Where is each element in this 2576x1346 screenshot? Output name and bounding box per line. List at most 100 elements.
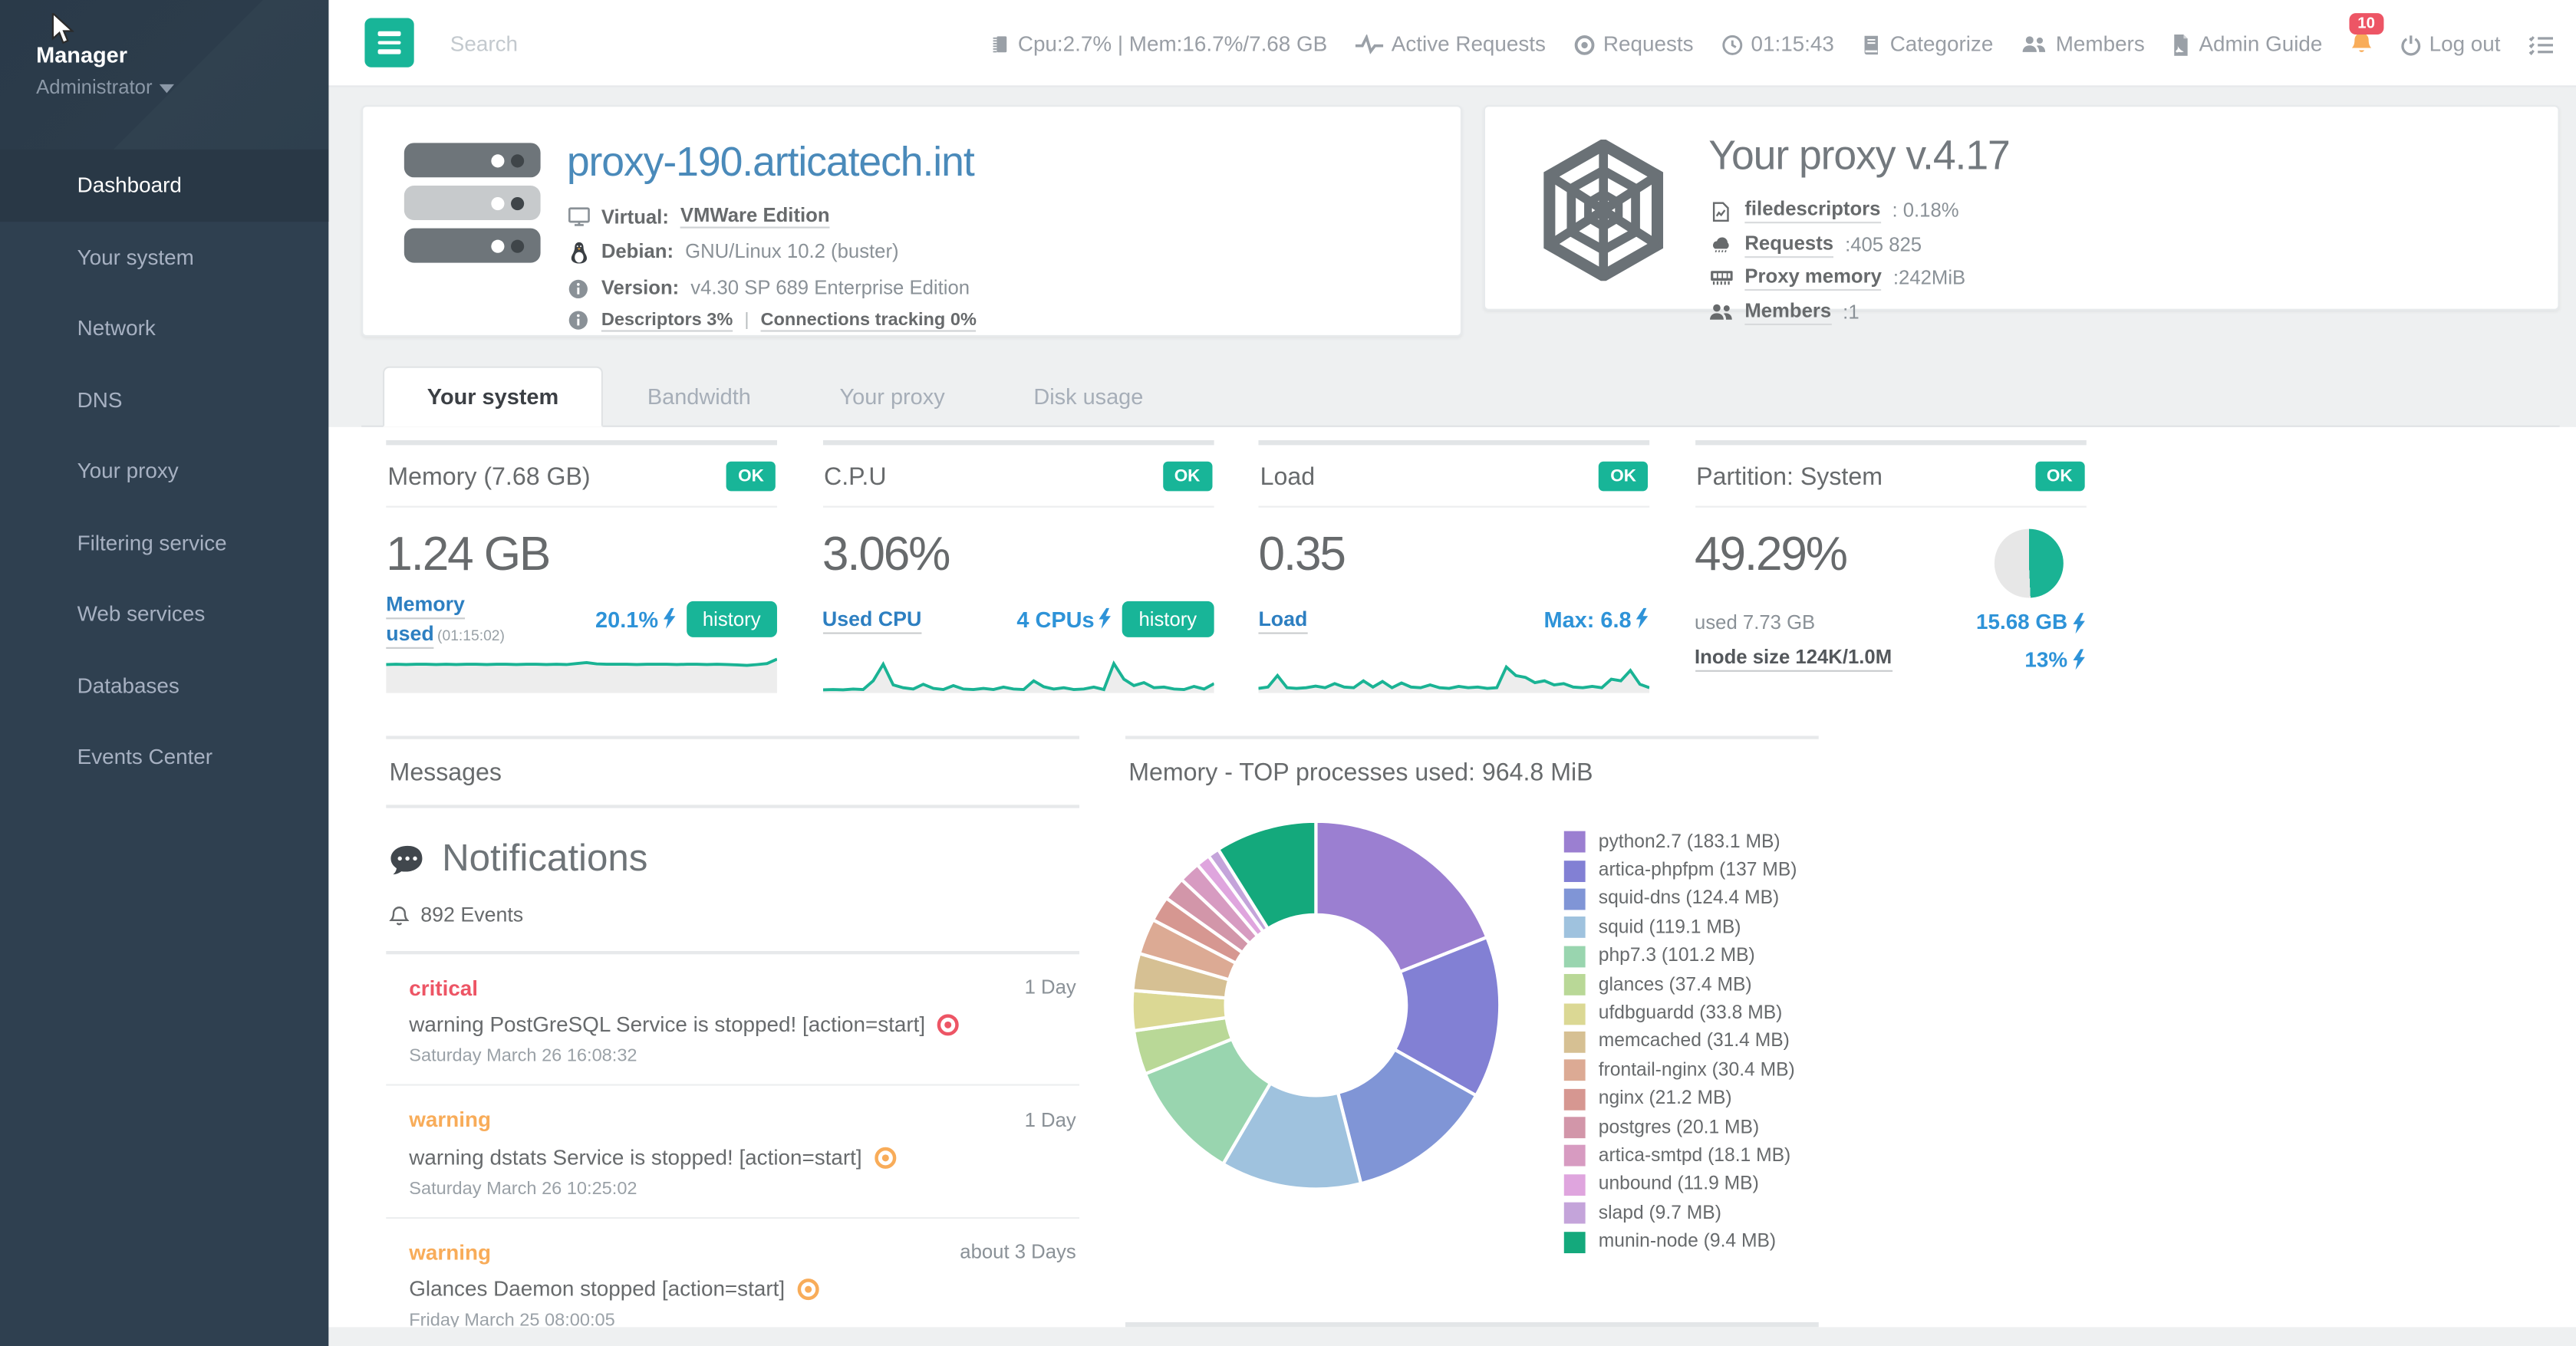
link-divider: | xyxy=(744,311,749,331)
cpu-chip-icon xyxy=(990,30,1010,55)
view-event-icon[interactable] xyxy=(937,1012,960,1037)
legend-item: nginx (21.2 MB) xyxy=(1563,1085,1797,1114)
sidebar-nav: Dashboard Your system Network DNS Your proxy… xyxy=(0,149,329,792)
notification-item: warning about 3 Days Glances Daemon stoppe… xyxy=(386,1219,1079,1328)
legend-swatch xyxy=(1563,1203,1586,1225)
sidebar-item-dashboard[interactable]: Dashboard xyxy=(0,149,329,222)
legend-swatch xyxy=(1563,1002,1586,1025)
topbar-item-notifications[interactable]: 10 xyxy=(2349,13,2383,55)
donut-slice[interactable] xyxy=(1336,1047,1479,1186)
search-input[interactable] xyxy=(446,28,825,57)
sidebar-item-filtering-service[interactable]: Filtering service xyxy=(0,507,328,578)
tab-your-system[interactable]: Your system xyxy=(382,366,604,427)
legend-item: postgres (20.1 MB) xyxy=(1563,1114,1797,1142)
memory-top-title: Memory - TOP processes used: 964.8 MiB xyxy=(1125,736,1819,805)
clock-icon xyxy=(1721,31,1743,55)
legend-label: munin-node (9.4 MB) xyxy=(1598,1232,1777,1252)
legend-swatch xyxy=(1563,860,1586,882)
proxy-version-title: Your proxy v.4.17 xyxy=(1708,133,2011,179)
topbar-item-requests[interactable]: Requests xyxy=(1573,31,1694,55)
memory-history-button[interactable]: history xyxy=(686,601,777,637)
sidebar-item-dns[interactable]: DNS xyxy=(0,364,328,435)
target-icon xyxy=(1573,31,1595,55)
sidebar-item-network[interactable]: Network xyxy=(0,292,328,364)
legend-swatch xyxy=(1563,1173,1586,1196)
requests-value: :405 825 xyxy=(1845,232,1922,256)
load-status-badge: OK xyxy=(1599,461,1649,492)
virtual-edition-link[interactable]: VMWare Edition xyxy=(680,204,830,229)
users-icon xyxy=(2021,31,2047,55)
sidebar-item-web-services[interactable]: Web services xyxy=(0,578,328,650)
connections-tracking-link[interactable]: Connections tracking 0% xyxy=(760,310,977,332)
topbar-item-system-stats[interactable]: Cpu:2.7% | Mem:16.7%/7.68 GB xyxy=(990,30,1327,55)
requests-link[interactable]: Requests xyxy=(1744,231,1834,258)
sidebar-item-databases[interactable]: Databases xyxy=(0,650,328,721)
proxy-info-card: Your proxy v.4.17 filedescriptors : 0.18… xyxy=(1483,105,2560,324)
legend-item: php7.3 (101.2 MB) xyxy=(1563,942,1797,970)
user-name: Manager xyxy=(36,42,128,67)
load-link-wrap: Load xyxy=(1258,604,1308,634)
load-link[interactable]: Load xyxy=(1258,607,1308,634)
hostname-link[interactable]: proxy-190.articatech.int xyxy=(566,140,975,186)
topbar-item-members[interactable]: Members xyxy=(2021,31,2145,55)
topbar-item-task-list[interactable] xyxy=(2528,31,2554,55)
sidebar-item-label: Your proxy xyxy=(77,459,179,484)
memory-widget: Memory (7.68 GB) OK 1.24 GB Memory used(… xyxy=(386,439,777,693)
notification-level: critical xyxy=(409,975,479,1000)
menu-toggle-button[interactable] xyxy=(364,18,414,67)
cpu-history-button[interactable]: history xyxy=(1122,601,1214,637)
version-label: Version: xyxy=(601,275,680,299)
notification-list: critical 1 Day warning PostGreSQL Service … xyxy=(386,950,1080,1328)
notification-count-badge: 10 xyxy=(2349,13,2383,35)
load-widget: Load OK 0.35 Load Max: 6.8 xyxy=(1258,439,1650,693)
tab-bandwidth[interactable]: Bandwidth xyxy=(647,384,751,410)
topbar-item-admin-guide[interactable]: Admin Guide xyxy=(2172,31,2322,55)
sidebar-item-your-system[interactable]: Your system xyxy=(0,221,328,292)
notification-age: about 3 Days xyxy=(960,1240,1076,1264)
descriptors-link[interactable]: Descriptors 3% xyxy=(601,310,733,332)
sidebar-item-your-proxy[interactable]: Your proxy xyxy=(0,436,328,507)
filedescriptors-link[interactable]: filedescriptors xyxy=(1744,197,1881,224)
user-role-dropdown[interactable]: Administrator xyxy=(36,76,328,98)
topbar-item-clock[interactable]: 01:15:43 xyxy=(1721,31,1834,55)
monitor-icon xyxy=(567,205,590,228)
tab-your-proxy[interactable]: Your proxy xyxy=(839,384,945,410)
debian-value: GNU/Linux 10.2 (buster) xyxy=(685,240,899,264)
topbar-item-categorize[interactable]: Categorize xyxy=(1862,31,1993,55)
legend-label: squid (119.1 MB) xyxy=(1598,917,1741,938)
proxy-memory-link[interactable]: Proxy memory xyxy=(1744,265,1882,291)
donut-slice[interactable] xyxy=(1216,819,1318,931)
partition-widget: Partition: System OK 49.29% used 7.73 GB… xyxy=(1695,439,2086,693)
legend-swatch xyxy=(1563,974,1586,996)
load-widget-title: Load xyxy=(1260,462,1316,491)
topbar-item-active-requests[interactable]: Active Requests xyxy=(1355,31,1546,55)
donut-slice[interactable] xyxy=(1314,819,1490,974)
notification-level: warning xyxy=(409,1107,491,1133)
comment-bubble-icon xyxy=(390,836,426,880)
members-row: Members :1 xyxy=(1708,298,2010,324)
summary-row: proxy-190.articatech.int Virtual: VMWare… xyxy=(361,105,2560,337)
cpu-widget: C.P.U OK 3.06% Used CPU 4 CPUs history xyxy=(822,439,1214,693)
topbar-item-logout[interactable]: Log out xyxy=(2400,31,2500,55)
topbar-item-label: Members xyxy=(2055,30,2145,55)
legend-swatch xyxy=(1563,888,1586,910)
inode-size-link[interactable]: Inode size 124K/1.0M xyxy=(1695,646,1892,672)
partition-inode-row: Inode size 124K/1.0M 13% xyxy=(1695,646,2086,672)
partition-size: 15.68 GB xyxy=(1976,610,2086,634)
sidebar-item-events-center[interactable]: Events Center xyxy=(0,721,328,792)
filedescriptors-row: filedescriptors : 0.18% xyxy=(1708,197,2010,224)
sidebar-item-label: Filtering service xyxy=(77,530,227,555)
memory-status-badge: OK xyxy=(726,461,776,492)
memory-percent: 20.1% xyxy=(595,604,677,634)
memory-used-link[interactable]: Memory used xyxy=(386,593,465,649)
tab-disk-usage[interactable]: Disk usage xyxy=(1033,384,1144,410)
legend-item: munin-node (9.4 MB) xyxy=(1563,1228,1797,1256)
donut-slice[interactable] xyxy=(1392,935,1502,1098)
members-link[interactable]: Members xyxy=(1744,298,1832,324)
partition-used-row: used 7.73 GB 15.68 GB xyxy=(1695,610,2086,634)
view-event-icon[interactable] xyxy=(874,1144,897,1169)
view-event-icon[interactable] xyxy=(796,1276,819,1302)
version-row: Version: v4.30 SP 689 Enterprise Edition xyxy=(567,275,977,298)
used-cpu-link[interactable]: Used CPU xyxy=(822,607,922,634)
messages-section-title: Messages xyxy=(386,736,1080,805)
